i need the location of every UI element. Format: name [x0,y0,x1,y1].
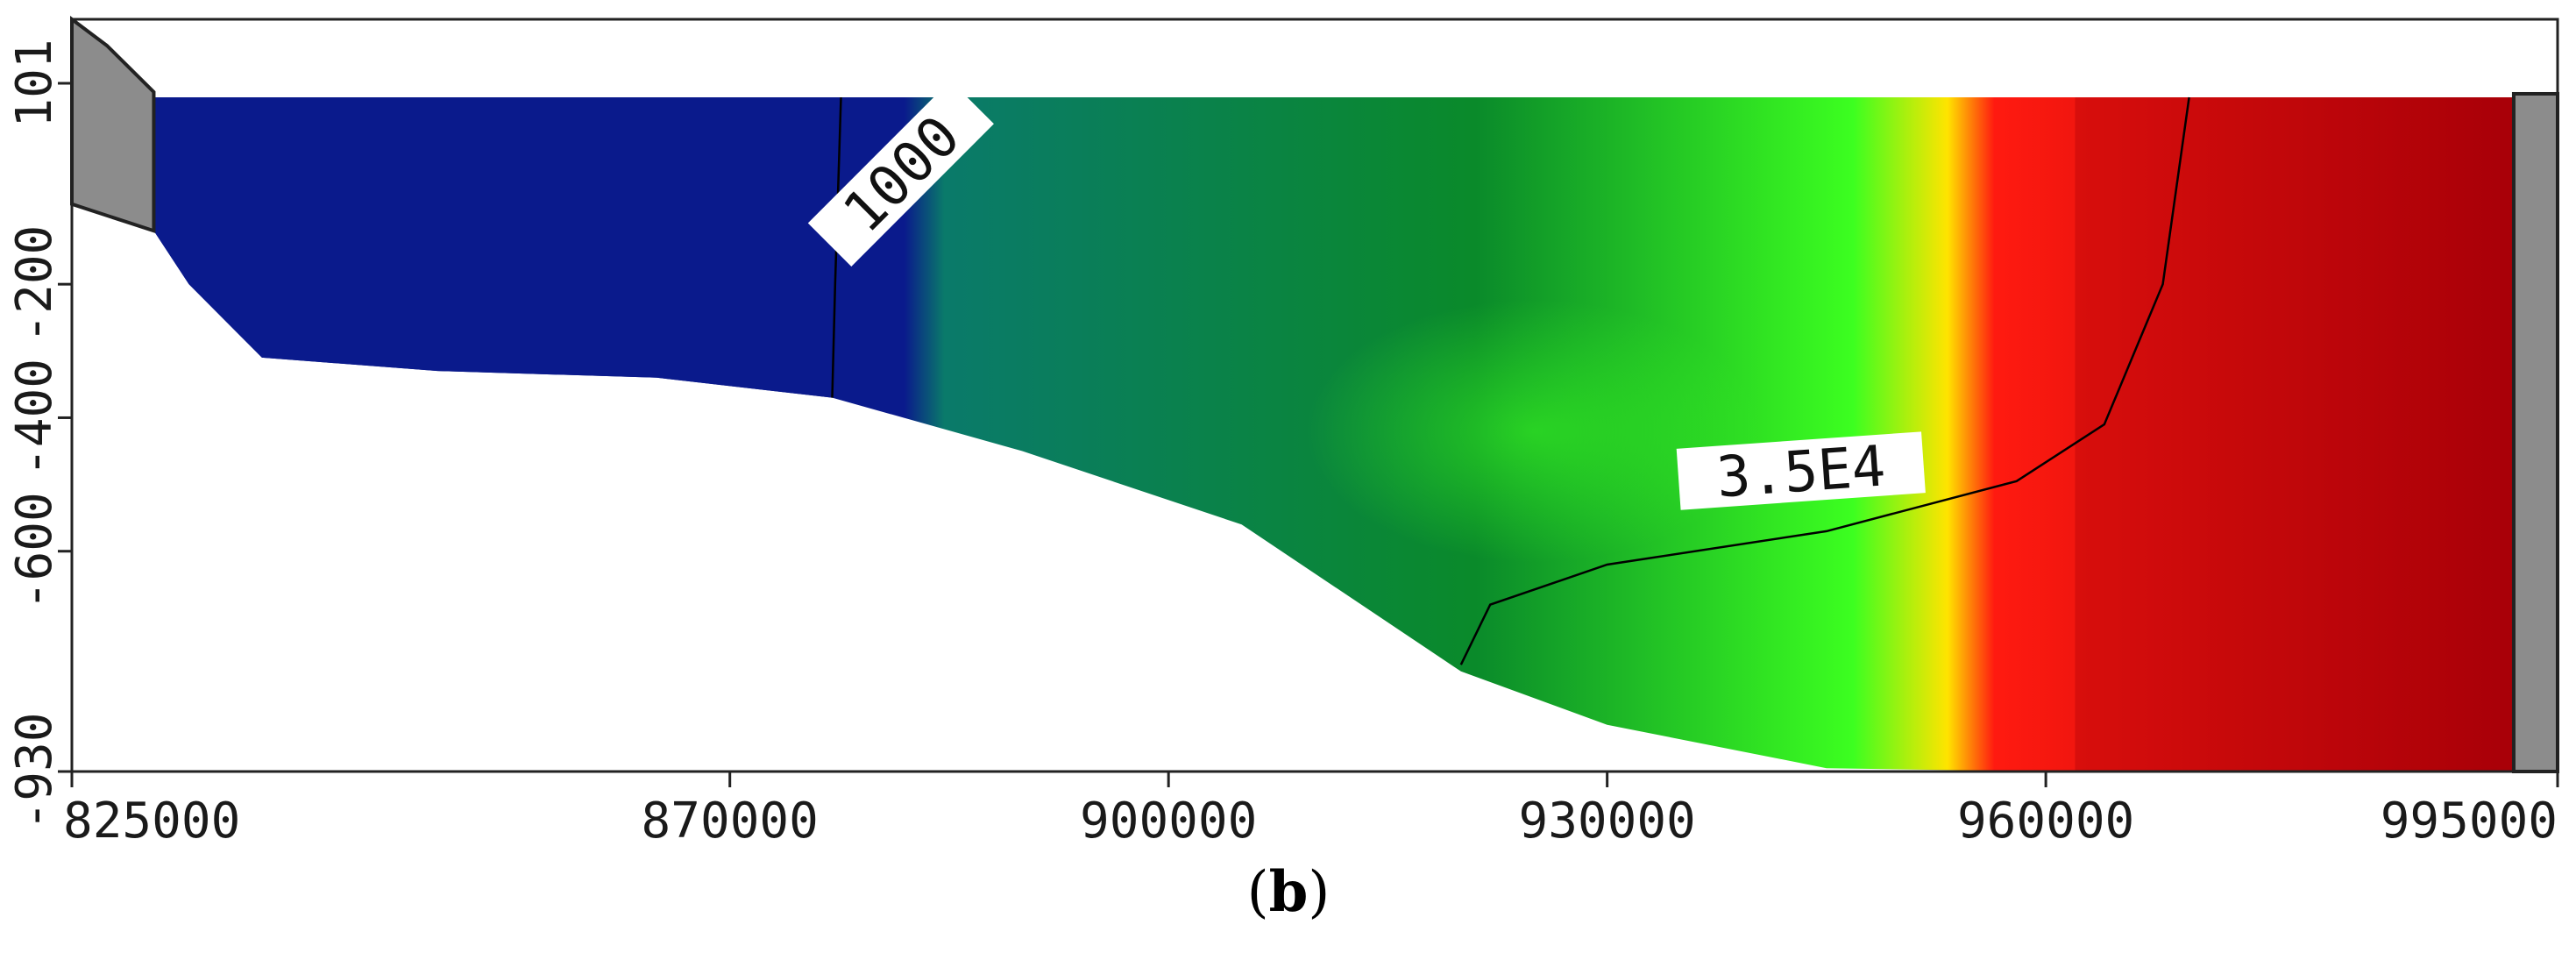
axes: 825000 870000 900000 930000 960000 995000 101… [6,18,2559,850]
x-tick-label: 825000 [63,793,240,850]
right-boundary-block [2511,91,2559,774]
x-tick-label: 995000 [2381,793,2558,850]
x-tick-label: 870000 [642,793,819,850]
contour-label-text: 3.5E4 [1714,434,1887,510]
plot-frame [70,18,2559,773]
panel-label-open: ( [1246,860,1269,925]
y-axis: 101 -200 -400 -600 -930 [6,39,72,830]
y-tick-label: -600 [6,492,63,610]
contour-line-35000 [1459,96,2190,665]
x-tick-label: 930000 [1518,793,1695,850]
x-tick-label: 900000 [1080,793,1257,850]
panel-label: (b) [1227,859,1350,925]
y-tick-label: 101 [6,39,63,127]
panel-label-close: ) [1308,860,1331,925]
y-tick-label: -930 [6,713,63,831]
brackish-core [1306,299,1763,563]
x-axis: 825000 870000 900000 930000 960000 995000 [63,772,2559,850]
contour-label-35000: 3.5E4 [1676,431,1926,511]
saline-zone [2075,96,2514,772]
panel-label-letter: b [1268,859,1309,925]
left-boundary-block [70,16,156,234]
contour-line-1000 [831,96,842,398]
y-tick-label: -200 [6,225,63,344]
y-tick-label: -400 [6,359,63,477]
x-tick-label: 960000 [1957,793,2134,850]
freshwater-zone [153,96,833,772]
